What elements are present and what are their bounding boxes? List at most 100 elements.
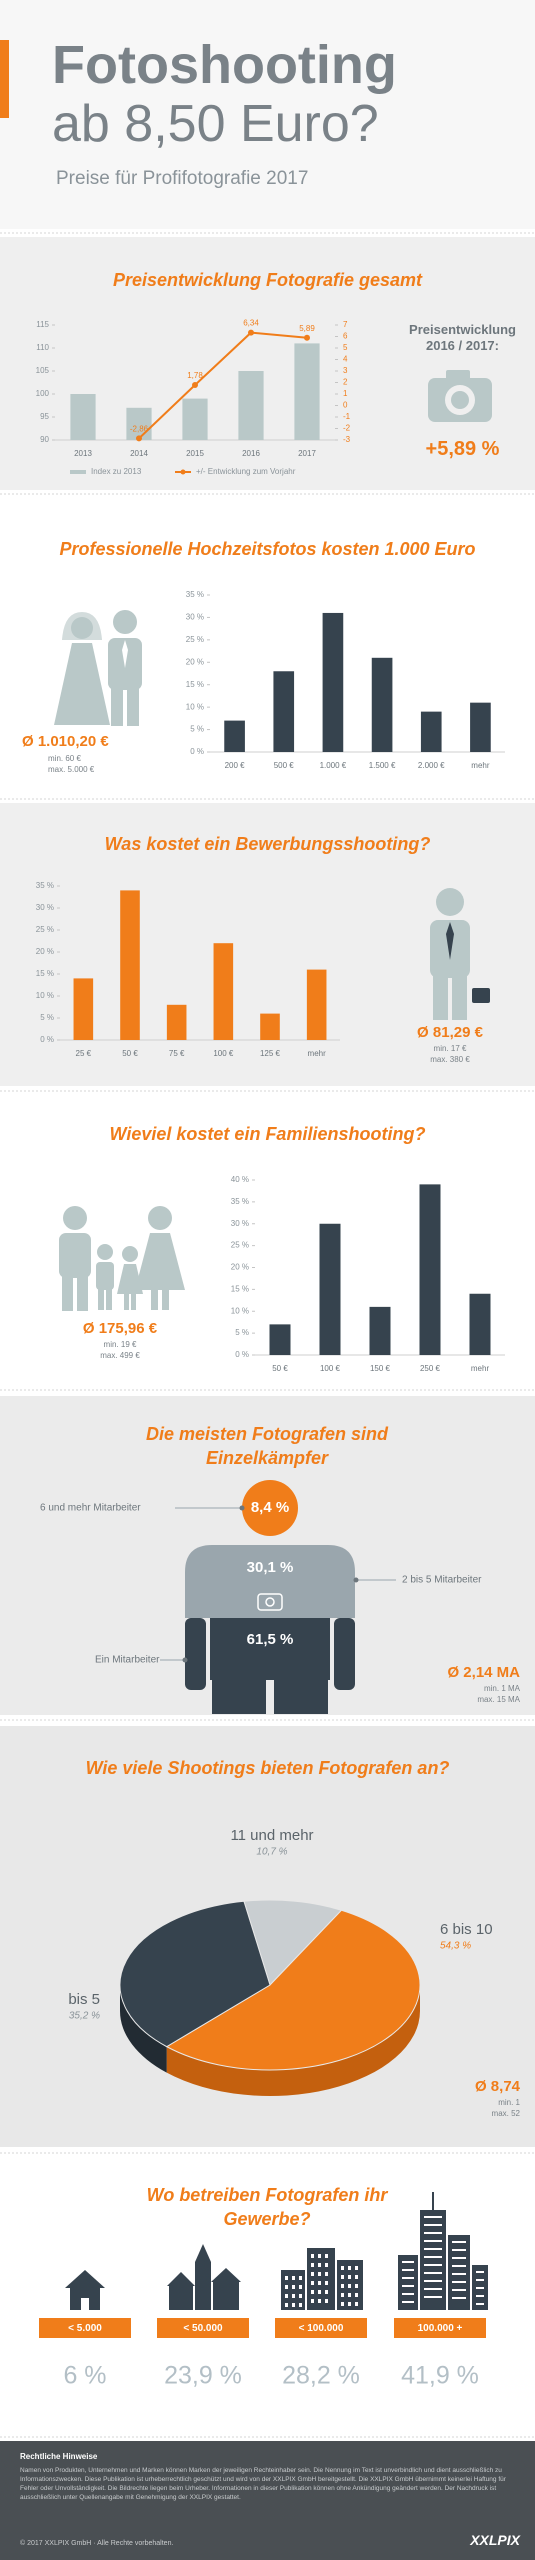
x-tick-label: 100 € xyxy=(213,1049,234,1058)
father-body xyxy=(59,1233,91,1278)
pie-slice xyxy=(119,1900,271,2048)
maximum: max. 499 € xyxy=(100,1351,140,1360)
window xyxy=(476,2295,484,2297)
window xyxy=(299,2294,302,2298)
header-subtitle: Preise für Profifotografie 2017 xyxy=(56,168,309,189)
leg xyxy=(452,974,467,1020)
bar xyxy=(269,1324,291,1355)
window xyxy=(318,2254,321,2258)
window xyxy=(355,2302,358,2306)
bar xyxy=(273,671,295,752)
window xyxy=(355,2293,358,2297)
data-label: 30,1 % xyxy=(247,1559,294,1576)
window xyxy=(424,2264,442,2266)
child-leg xyxy=(106,1288,112,1310)
bar xyxy=(166,1004,187,1040)
bar xyxy=(369,1306,391,1355)
category-label: 6 bis 10 xyxy=(440,1921,493,1938)
window xyxy=(311,2290,314,2294)
y-tick-label: 5 % xyxy=(40,1013,54,1022)
window xyxy=(348,2293,351,2297)
y-tick-label: 15 % xyxy=(36,969,54,978)
section-bg xyxy=(0,237,535,490)
logo: XXLPIX xyxy=(470,2532,520,2548)
camera-lens xyxy=(265,1597,275,1607)
legend-label: Index zu 2013 xyxy=(91,467,142,476)
bar xyxy=(120,890,140,1040)
minimum: min. 19 € xyxy=(103,1340,137,1349)
window xyxy=(341,2293,344,2297)
window xyxy=(299,2276,302,2280)
figure-arm xyxy=(185,1618,206,1690)
line-point xyxy=(192,382,198,389)
header-title: Fotoshooting xyxy=(52,35,397,95)
y-tick-label: 5 % xyxy=(235,1328,249,1337)
y-tick-label: -2 xyxy=(343,424,351,433)
data-label: 5,89 xyxy=(299,324,315,333)
head xyxy=(436,888,464,916)
y-tick-label: 10 % xyxy=(186,702,204,711)
line-point xyxy=(248,329,254,336)
category-label: Ein Mitarbeiter xyxy=(95,1655,160,1666)
y-tick-label: 5 xyxy=(343,343,348,352)
bar xyxy=(306,969,327,1040)
data-label: 23,9 % xyxy=(164,2362,242,2390)
y-tick-label: 4 xyxy=(343,355,348,364)
y-tick-label: 3 xyxy=(343,366,348,375)
y-tick-label: 25 % xyxy=(36,925,54,934)
window xyxy=(292,2285,295,2289)
window xyxy=(476,2271,484,2273)
bar xyxy=(73,978,94,1040)
building xyxy=(211,2268,241,2282)
y-tick-label: 2 xyxy=(343,378,348,387)
bar xyxy=(294,343,320,440)
window xyxy=(348,2302,351,2306)
child-leg xyxy=(124,1292,129,1310)
mother-leg xyxy=(162,1288,169,1310)
bar xyxy=(419,1184,441,1355)
window xyxy=(325,2272,328,2276)
x-tick-label: 150 € xyxy=(370,1364,391,1373)
y-tick-label: 25 % xyxy=(231,1241,249,1250)
window xyxy=(325,2290,328,2294)
window xyxy=(341,2275,344,2279)
legend-label: +/- Entwicklung zum Vorjahr xyxy=(196,467,296,476)
y-tick-label: 30 % xyxy=(186,613,204,622)
window xyxy=(318,2299,321,2303)
building xyxy=(420,2210,446,2310)
category-box xyxy=(394,2318,486,2338)
y-tick-label: 0 % xyxy=(40,1035,54,1044)
window xyxy=(311,2272,314,2276)
y-tick-label: 7 xyxy=(343,320,348,329)
window xyxy=(311,2254,314,2258)
data-label: 1,78 xyxy=(187,371,203,380)
window xyxy=(355,2284,358,2288)
y-tick-label: 1 xyxy=(343,389,348,398)
window xyxy=(402,2277,414,2279)
footer-heading: Rechtliche Hinweise xyxy=(20,2452,98,2461)
y-tick-label: 100 xyxy=(36,389,50,398)
door xyxy=(81,2298,89,2310)
y-tick-label: 115 xyxy=(36,320,49,329)
window xyxy=(452,2265,466,2267)
category-label: 11 und mehr xyxy=(230,1827,313,1844)
window xyxy=(452,2281,466,2283)
window xyxy=(325,2254,328,2258)
window xyxy=(285,2303,288,2307)
x-tick-label: 500 € xyxy=(274,761,295,770)
window xyxy=(292,2303,295,2307)
window xyxy=(402,2269,414,2271)
window xyxy=(318,2281,321,2285)
leg xyxy=(433,974,448,1020)
family-icon xyxy=(59,1206,185,1311)
window xyxy=(325,2263,328,2267)
data-label: -2,86 xyxy=(130,424,149,433)
window xyxy=(424,2256,442,2258)
bar xyxy=(238,371,264,440)
footer-text: Namen von Produkten, Unternehmen und Mar… xyxy=(20,2467,506,2501)
window xyxy=(452,2297,466,2299)
building xyxy=(448,2235,470,2310)
window xyxy=(341,2266,344,2270)
x-tick-label: 2013 xyxy=(74,449,92,458)
window xyxy=(402,2261,414,2263)
